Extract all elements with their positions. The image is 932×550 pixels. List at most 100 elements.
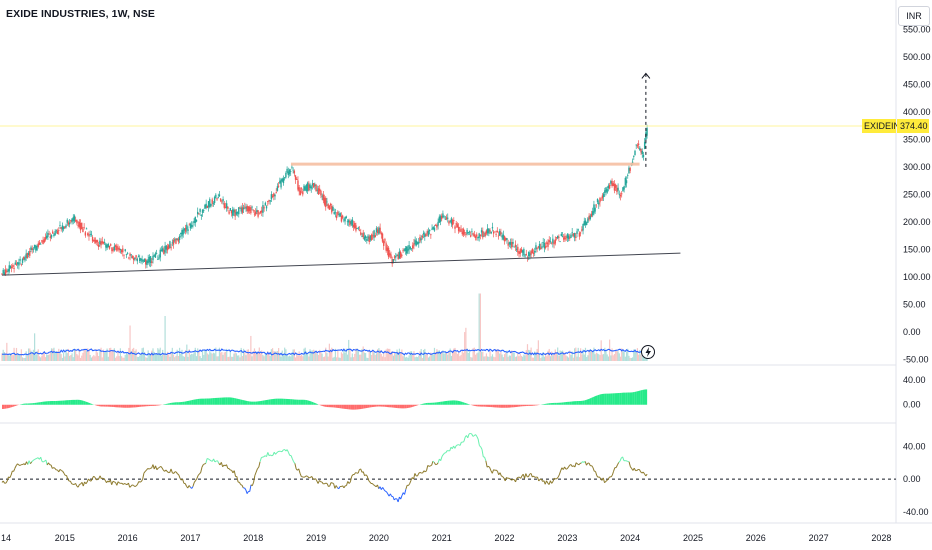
momentum-line bbox=[348, 481, 351, 484]
candle-body bbox=[641, 150, 643, 155]
volume-bar bbox=[500, 352, 502, 361]
momentum-line bbox=[642, 471, 645, 475]
lightning-icon[interactable] bbox=[641, 345, 655, 359]
candle-body bbox=[158, 257, 160, 259]
oscillator-area bbox=[498, 404, 501, 408]
oscillator-area bbox=[156, 404, 159, 406]
candle-body bbox=[383, 241, 385, 246]
oscillator-area bbox=[133, 404, 136, 408]
momentum-line bbox=[204, 462, 207, 465]
candle-body bbox=[280, 179, 282, 188]
oscillator-area bbox=[455, 400, 458, 405]
momentum-line bbox=[195, 478, 198, 481]
momentum-line bbox=[199, 472, 202, 475]
candle-body bbox=[428, 229, 431, 232]
oscillator-area bbox=[111, 404, 114, 408]
momentum-line bbox=[384, 490, 387, 493]
candle-body bbox=[410, 248, 413, 250]
momentum-line bbox=[485, 460, 488, 468]
volume-bar bbox=[333, 356, 335, 361]
volume-bar bbox=[401, 349, 403, 361]
volume-bar bbox=[201, 350, 204, 361]
candle-body bbox=[64, 226, 66, 229]
candle-body bbox=[635, 144, 637, 146]
volume-bar bbox=[494, 357, 496, 361]
candle-body bbox=[293, 170, 296, 174]
y-tick-label: 50.00 bbox=[903, 299, 926, 309]
volume-bar bbox=[517, 351, 519, 361]
momentum-line bbox=[241, 484, 244, 489]
candle-body bbox=[622, 187, 624, 192]
momentum-line bbox=[159, 465, 162, 468]
volume-bar bbox=[590, 351, 593, 361]
candle-body bbox=[366, 238, 368, 241]
volume-bar bbox=[596, 353, 599, 361]
candle-body bbox=[447, 217, 449, 219]
currency-selector[interactable]: INR bbox=[898, 6, 930, 26]
candle-body bbox=[515, 248, 518, 250]
x-tick-label: 2028 bbox=[871, 533, 891, 543]
x-tick-label: 2018 bbox=[243, 533, 263, 543]
candle-body bbox=[265, 206, 268, 209]
volume-bar bbox=[222, 354, 224, 361]
momentum-line bbox=[40, 457, 43, 462]
oscillator-area bbox=[365, 404, 368, 409]
volume-bar bbox=[40, 357, 42, 361]
oscillator-area bbox=[64, 400, 67, 405]
volume-bar bbox=[612, 355, 614, 361]
candle-body bbox=[225, 203, 228, 209]
oscillator-area bbox=[515, 404, 519, 407]
candle-body bbox=[297, 180, 299, 190]
volume-bar bbox=[3, 352, 6, 361]
momentum-line bbox=[419, 471, 422, 474]
momentum-line bbox=[595, 471, 598, 476]
volume-bar bbox=[127, 354, 129, 361]
oscillator-area bbox=[412, 404, 415, 407]
candle-body bbox=[130, 254, 132, 256]
volume-bar bbox=[581, 354, 583, 361]
oscillator-area bbox=[599, 393, 602, 405]
volume-bar bbox=[54, 352, 56, 361]
candle-body bbox=[640, 148, 642, 153]
volume-bar bbox=[403, 354, 405, 361]
volume-bar bbox=[261, 350, 263, 361]
volume-bar bbox=[235, 353, 237, 361]
volume-bar bbox=[230, 356, 233, 361]
oscillator-area bbox=[225, 397, 228, 405]
volume-bar bbox=[553, 353, 555, 361]
momentum-line bbox=[382, 487, 385, 490]
candle-body bbox=[403, 249, 405, 251]
candle-body bbox=[335, 215, 338, 219]
momentum-line bbox=[578, 463, 581, 466]
volume-bar bbox=[413, 351, 415, 361]
candle-body bbox=[380, 232, 383, 235]
volume-bar bbox=[507, 356, 509, 361]
candle-body bbox=[529, 253, 531, 257]
volume-bar bbox=[200, 357, 202, 361]
volume-bar bbox=[617, 351, 619, 361]
volume-bar bbox=[461, 349, 463, 361]
candle-body bbox=[84, 232, 87, 236]
volume-bar bbox=[563, 351, 565, 361]
volume-bar bbox=[226, 348, 228, 361]
volume-bar bbox=[607, 356, 610, 361]
momentum-line bbox=[551, 481, 554, 484]
volume-bar bbox=[619, 356, 622, 361]
volume-bar bbox=[233, 353, 235, 361]
volume-bar bbox=[621, 348, 623, 361]
volume-bar bbox=[395, 354, 397, 361]
oscillator-area bbox=[395, 404, 398, 409]
momentum-line bbox=[63, 472, 66, 476]
candle-body bbox=[58, 230, 60, 231]
candle-body bbox=[531, 249, 534, 254]
candle-body bbox=[192, 225, 194, 227]
candle-body bbox=[538, 243, 541, 250]
oscillator-area bbox=[62, 400, 65, 405]
volume-bar bbox=[375, 353, 378, 361]
volume-bar bbox=[392, 355, 394, 361]
volume-bar bbox=[146, 357, 148, 361]
candle-body bbox=[401, 254, 403, 256]
candle-body bbox=[194, 216, 196, 223]
candle-body bbox=[228, 211, 230, 214]
